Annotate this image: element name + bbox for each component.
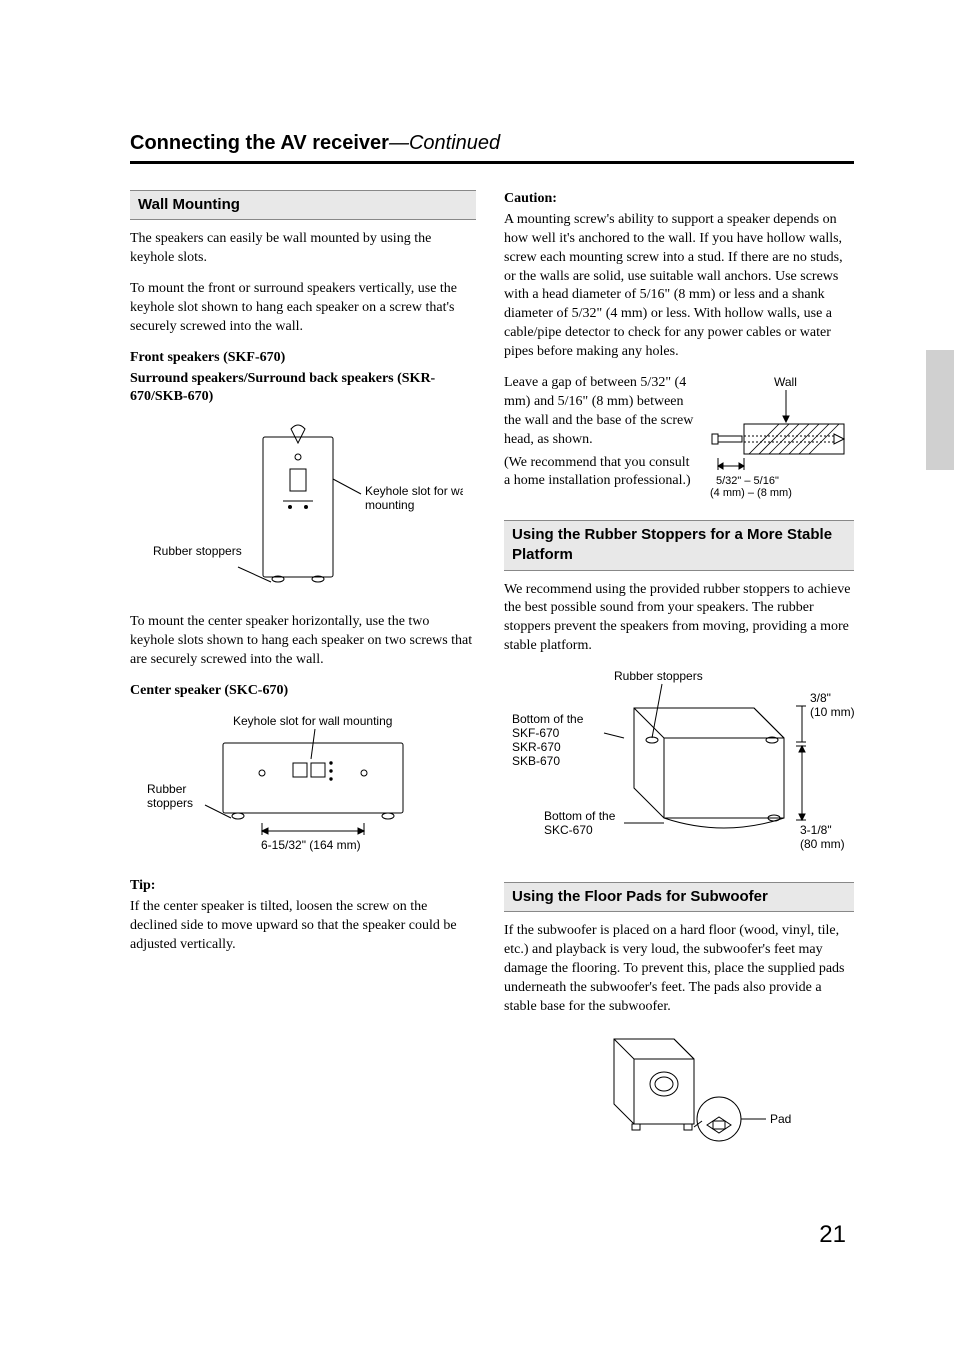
diagram-subwoofer-pad: Pad <box>574 1029 814 1149</box>
tip-label: Tip: <box>130 878 155 893</box>
left-column: Wall Mounting The speakers can easily be… <box>130 190 476 1163</box>
caution-body: A mounting screw's ability to support a … <box>504 211 854 362</box>
floor-body: If the subwoofer is placed on a hard flo… <box>504 922 854 1016</box>
d4-dim2-l2: (80 mm) <box>800 837 845 851</box>
caution-label: Caution: <box>504 191 557 206</box>
d1-label-keyhole-l2: mounting <box>365 498 414 512</box>
heading-rubber-stoppers: Using the Rubber Stoppers for a More Sta… <box>504 520 854 571</box>
rubber-body: We recommend using the provided rubber s… <box>504 581 854 657</box>
diagram-wall-screw: Wall <box>704 374 854 504</box>
heading-floor-pads: Using the Floor Pads for Subwoofer <box>504 882 854 912</box>
diagram-rubber-stoppers: Rubber stoppers <box>504 668 854 868</box>
para-front-surround: To mount the front or surround speakers … <box>130 280 476 337</box>
label-front-speakers: Front speakers (SKF-670) <box>130 349 476 368</box>
gap-body: Leave a gap of between 5/32" (4 mm) and … <box>504 374 694 450</box>
para-wall-intro: The speakers can easily be wall mounted … <box>130 230 476 268</box>
d2-label-keyhole: Keyhole slot for wall mounting <box>233 714 392 728</box>
d5-pad-label: Pad <box>770 1112 791 1126</box>
d4-b2-l2: SKC-670 <box>544 823 593 837</box>
d4-b1-l1: Bottom of the <box>512 712 584 726</box>
d3-wall-label: Wall <box>774 375 797 389</box>
d1-label-rubber: Rubber stoppers <box>153 544 242 558</box>
heading-wall-mounting: Wall Mounting <box>130 190 476 220</box>
d4-b1-l2: SKF-670 <box>512 726 560 740</box>
d3-dim1: 5/32" – 5/16" <box>716 475 779 487</box>
label-center-speaker: Center speaker (SKC-670) <box>130 682 476 701</box>
page-number: 21 <box>819 1219 846 1251</box>
recommend-body: (We recommend that you consult a home in… <box>504 454 694 492</box>
d3-dim2: (4 mm) – (8 mm) <box>710 487 792 499</box>
right-column: Caution: A mounting screw's ability to s… <box>504 190 854 1163</box>
d4-b1-l3: SKR-670 <box>512 740 561 754</box>
d2-label-rubber-l1: Rubber <box>147 782 186 796</box>
d4-dim2-l1: 3-1/8" <box>800 823 832 837</box>
d4-rubber-label: Rubber stoppers <box>614 669 703 683</box>
d4-dim1-l2: (10 mm) <box>810 705 854 719</box>
d2-label-dim: 6-15/32" (164 mm) <box>261 838 361 852</box>
d4-b1-l4: SKB-670 <box>512 754 560 768</box>
para-center-mount: To mount the center speaker horizontally… <box>130 613 476 670</box>
header-continued: —Continued <box>389 132 500 154</box>
label-surround-speakers: Surround speakers/Surround back speakers… <box>130 370 476 408</box>
diagram-vertical-speaker: Rubber stoppers Keyhole slot for wall mo… <box>143 419 463 599</box>
diagram-center-speaker: Keyhole slot for wall mounting <box>143 713 463 863</box>
d4-dim1-l1: 3/8" <box>810 691 831 705</box>
page-edge-tab <box>926 350 954 470</box>
d4-b2-l1: Bottom of the <box>544 809 616 823</box>
tip-body: If the center speaker is tilted, loosen … <box>130 898 476 955</box>
header-title: Connecting the AV receiver <box>130 132 389 154</box>
d1-label-keyhole-l1: Keyhole slot for wall <box>365 484 463 498</box>
page-header: Connecting the AV receiver—Continued <box>130 130 854 164</box>
d2-label-rubber-l2: stoppers <box>147 796 193 810</box>
